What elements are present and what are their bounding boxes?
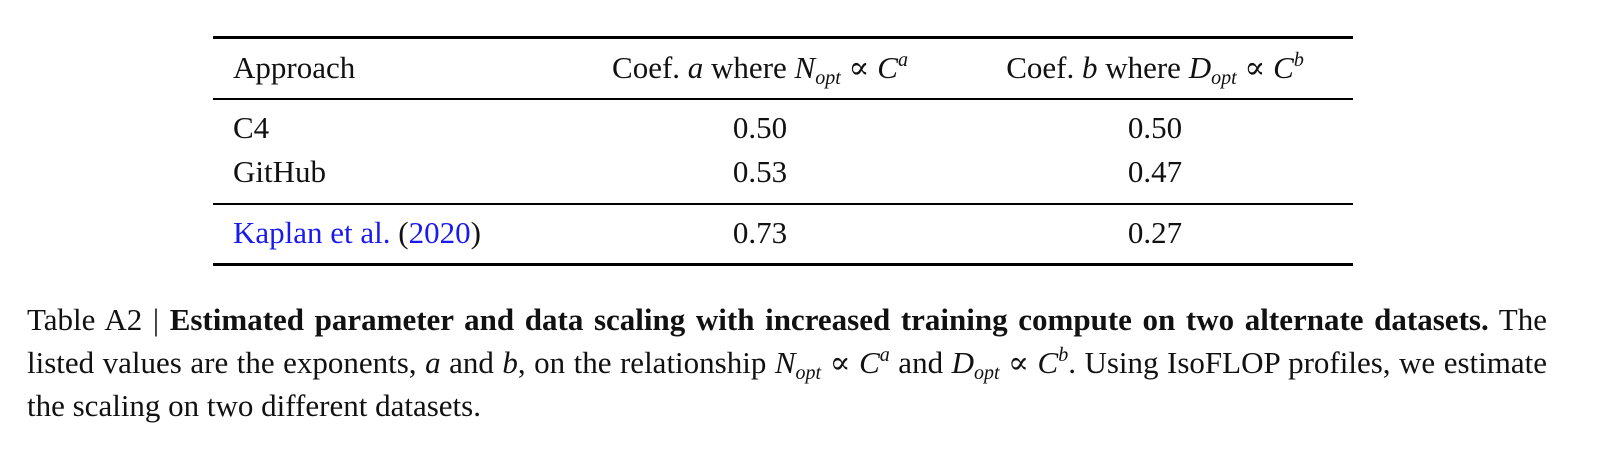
math: b (1058, 344, 1069, 366)
math: D (951, 345, 974, 380)
math: D (1188, 50, 1212, 85)
text: ∝ (999, 345, 1038, 380)
text: and (440, 345, 503, 380)
math: a (425, 345, 441, 380)
cell: 0.50 (732, 110, 788, 145)
math: opt (1211, 67, 1237, 89)
math: C (1037, 345, 1059, 380)
math: N (774, 345, 796, 380)
text: Coef. (612, 50, 688, 85)
math: b (502, 345, 518, 380)
math: C (859, 345, 880, 380)
top-rule (213, 36, 1353, 39)
text: where (703, 50, 795, 85)
text: Approach (233, 50, 356, 85)
math: b (1081, 50, 1098, 85)
header-cell: Coef. b where Dopt ∝ Cb (955, 49, 1355, 89)
mid-rule (213, 98, 1353, 100)
cell: GitHub (233, 154, 326, 189)
bold-text: Estimated parameter and data scaling wit… (169, 302, 1489, 337)
text: and (889, 345, 952, 380)
math: b (1293, 49, 1304, 71)
header-cell: Approach (233, 50, 355, 86)
text: Coef. (1006, 50, 1082, 85)
caption: Table A2 | Estimated parameter and data … (27, 298, 1547, 427)
math: opt (973, 362, 1000, 384)
header-cell: Coef. a where Nopt ∝ Ca (560, 49, 960, 89)
math: opt (815, 67, 841, 89)
text: Table A2 | (27, 302, 170, 337)
citation-year-link[interactable]: 2020 (408, 215, 471, 250)
bottom-rule (213, 263, 1353, 266)
text: ∝ (1236, 50, 1274, 85)
cell: 0.50 (1127, 110, 1183, 145)
math: C (1273, 50, 1294, 85)
math: a (897, 49, 908, 71)
cell: 0.27 (1127, 215, 1183, 250)
text: . Using IsoFLOP profiles, we estimate th… (27, 345, 1547, 423)
math: a (687, 50, 704, 85)
citation-link[interactable]: Kaplan et al. (233, 215, 391, 250)
text: ( (390, 215, 409, 250)
text: ) (470, 215, 481, 250)
math: a (879, 344, 890, 366)
math: opt (795, 362, 822, 384)
cell: C4 (233, 110, 270, 145)
cell: Kaplan et al. (2020) (233, 215, 481, 251)
text: ∝ (821, 345, 860, 380)
cell: 0.47 (1127, 154, 1183, 189)
text: where (1097, 50, 1189, 85)
text: , on the relationship (517, 345, 775, 380)
math: N (794, 50, 816, 85)
mid-rule (213, 203, 1353, 205)
math: C (877, 50, 898, 85)
cell: 0.53 (732, 154, 788, 189)
text: The listed values are the exponents, (27, 302, 1547, 380)
cell: 0.73 (732, 215, 788, 250)
text: ∝ (840, 50, 878, 85)
